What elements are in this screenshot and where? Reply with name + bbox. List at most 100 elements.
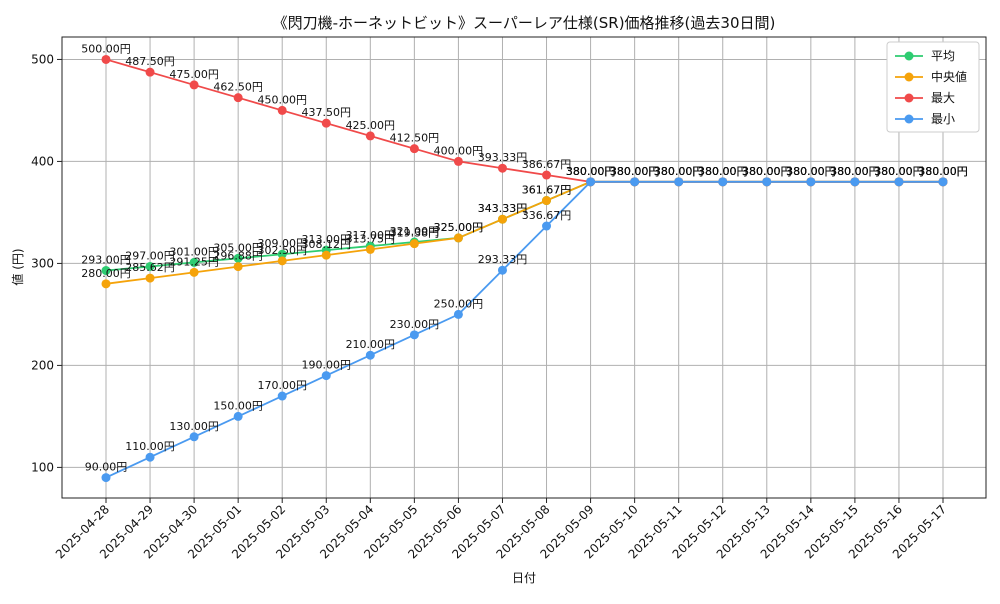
- data-label: 380.00円: [654, 165, 704, 178]
- data-label: 487.50円: [125, 55, 175, 68]
- data-label: 380.00円: [742, 165, 792, 178]
- data-point: [453, 233, 463, 243]
- data-label: 380.00円: [610, 165, 660, 178]
- y-tick-label: 200: [31, 358, 54, 372]
- x-axis-title: 日付: [512, 571, 536, 585]
- data-labels: 293.00円297.00円301.00円305.00円309.00円313.0…: [81, 42, 968, 473]
- data-label: 325.00円: [434, 221, 484, 234]
- legend-marker: [904, 51, 914, 61]
- data-point: [189, 267, 199, 277]
- data-point: [365, 350, 375, 360]
- data-label: 380.00円: [654, 165, 704, 178]
- data-label: 400.00円: [434, 144, 484, 157]
- data-label: 90.00円: [85, 461, 128, 474]
- legend-marker: [904, 114, 914, 124]
- data-label: 336.67円: [522, 209, 572, 222]
- data-point: [101, 279, 111, 289]
- data-label: 380.00円: [918, 165, 968, 178]
- data-label: 380.00円: [830, 165, 880, 178]
- data-point: [453, 309, 463, 319]
- data-label: 297.00円: [125, 249, 175, 262]
- data-label: 313.00円: [302, 233, 352, 246]
- legend-marker: [904, 72, 914, 82]
- data-label: 130.00円: [169, 420, 219, 433]
- data-label: 380.00円: [698, 165, 748, 178]
- data-label: 361.67円: [522, 184, 572, 197]
- data-point: [409, 144, 419, 154]
- data-point: [189, 432, 199, 442]
- data-label: 425.00円: [346, 119, 396, 132]
- grid-layer: [62, 37, 986, 498]
- data-label: 293.33円: [478, 253, 528, 266]
- data-label: 475.00円: [169, 68, 219, 81]
- y-tick-label: 500: [31, 52, 54, 66]
- data-label: 380.00円: [566, 165, 616, 178]
- data-label: 170.00円: [257, 379, 307, 392]
- data-label: 380.00円: [742, 165, 792, 178]
- data-point: [586, 177, 596, 187]
- data-point: [938, 177, 948, 187]
- data-label: 319.38円: [390, 227, 440, 240]
- data-point: [233, 411, 243, 421]
- data-point: [145, 67, 155, 77]
- data-point: [145, 273, 155, 283]
- legend-label: 中央値: [931, 69, 967, 84]
- data-point: [189, 257, 199, 267]
- data-label: 437.50円: [302, 106, 352, 119]
- data-point: [101, 473, 111, 483]
- data-label: 380.00円: [874, 165, 924, 178]
- data-point: [277, 391, 287, 401]
- data-label: 380.00円: [698, 165, 748, 178]
- data-label: 380.00円: [874, 165, 924, 178]
- data-label: 210.00円: [346, 338, 396, 351]
- data-label: 380.00円: [698, 165, 748, 178]
- data-label: 313.75円: [346, 232, 396, 245]
- data-point: [542, 170, 552, 180]
- data-point: [409, 239, 419, 249]
- data-label: 380.00円: [654, 165, 704, 178]
- data-point: [542, 221, 552, 231]
- data-point: [101, 54, 111, 64]
- data-label: 380.00円: [918, 165, 968, 178]
- data-point: [365, 131, 375, 141]
- data-label: 380.00円: [830, 165, 880, 178]
- data-label: 462.50円: [213, 81, 263, 94]
- data-point: [453, 156, 463, 166]
- series-layer: [101, 54, 948, 483]
- data-point: [233, 253, 243, 263]
- data-point: [850, 177, 860, 187]
- y-tick-label: 100: [31, 460, 54, 474]
- data-label: 380.00円: [830, 165, 880, 178]
- data-point: [497, 265, 507, 275]
- data-point: [321, 371, 331, 381]
- data-label: 317.00円: [346, 229, 396, 242]
- data-point: [321, 118, 331, 128]
- data-label: 380.00円: [786, 165, 836, 178]
- y-tick-label: 400: [31, 154, 54, 168]
- data-point: [145, 452, 155, 462]
- data-label: 293.00円: [81, 254, 131, 267]
- data-label: 380.00円: [874, 165, 924, 178]
- y-axis-title: 値 (円): [10, 248, 25, 285]
- data-label: 291.25円: [169, 255, 219, 268]
- data-label: 380.00円: [918, 165, 968, 178]
- data-label: 393.33円: [478, 151, 528, 164]
- data-label: 380.00円: [566, 165, 616, 178]
- data-point: [762, 177, 772, 187]
- data-label: 190.00円: [302, 359, 352, 372]
- legend-marker: [904, 93, 914, 103]
- chart-title: 《閃刀機-ホーネットビット》スーパーレア仕様(SR)価格推移(過去30日間): [273, 14, 776, 32]
- data-point: [542, 196, 552, 206]
- legend-label: 平均: [931, 49, 955, 63]
- data-label: 321.00円: [390, 225, 440, 238]
- data-point: [894, 177, 904, 187]
- data-point: [277, 105, 287, 115]
- data-point: [233, 262, 243, 272]
- data-point: [365, 244, 375, 254]
- legend-frame: [886, 41, 980, 133]
- data-label: 325.00円: [434, 221, 484, 234]
- data-label: 380.00円: [874, 165, 924, 178]
- data-label: 301.00円: [169, 245, 219, 258]
- data-label: 380.00円: [786, 165, 836, 178]
